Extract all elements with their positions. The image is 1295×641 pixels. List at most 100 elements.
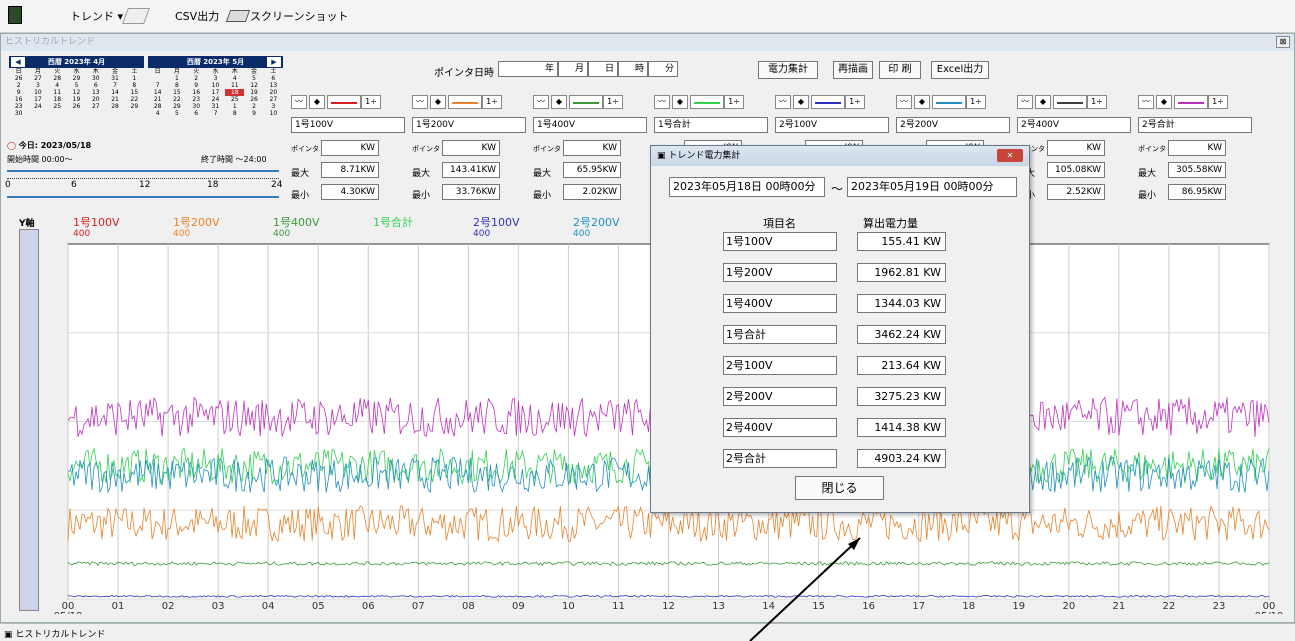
calendar-day[interactable]: 4: [232, 75, 237, 82]
calendar-day[interactable]: [67, 110, 86, 117]
color-pick-icon[interactable]: ◆: [672, 95, 688, 109]
range-start-field[interactable]: 2023年05月18日 00時00分: [669, 177, 825, 197]
item-value-field[interactable]: 1414.38 KW: [857, 418, 946, 437]
calendar-day[interactable]: 26: [14, 75, 23, 82]
item-name-field[interactable]: 2号合計: [723, 449, 837, 468]
calendar-day[interactable]: 30: [14, 110, 23, 117]
line-style-select[interactable]: [690, 95, 724, 109]
taskbar-tab-historical-trend[interactable]: ▣ ヒストリカルトレンド: [4, 630, 106, 640]
calendar-day[interactable]: 10: [211, 82, 220, 89]
calendar-day[interactable]: 4: [155, 110, 160, 117]
calendar-day[interactable]: 5: [74, 82, 79, 89]
calendar-day[interactable]: 15: [130, 89, 139, 96]
line-style-select[interactable]: [569, 95, 603, 109]
pointer-month-field[interactable]: 月: [558, 61, 588, 77]
calendar-day[interactable]: 19: [72, 96, 81, 103]
min-value-field[interactable]: 86.95KW: [1168, 184, 1226, 200]
calendar-day[interactable]: 6: [271, 75, 276, 82]
prev-month-button[interactable]: ◀: [11, 57, 25, 67]
color-pick-icon[interactable]: ◆: [551, 95, 567, 109]
calendar-day[interactable]: 14: [153, 89, 162, 96]
series-name-field[interactable]: 2号100V: [775, 117, 889, 133]
calendar-day[interactable]: 21: [111, 96, 119, 103]
dialog-close-action-button[interactable]: 閉じる: [795, 476, 884, 500]
series-name-field[interactable]: 1号合計: [654, 117, 768, 133]
calendar-april[interactable]: ◀ 西暦 2023年 4月 日月火水木金土 26 27 28 29 30 31 1 2 3 4 5 6 7 8…: [9, 56, 144, 144]
min-value-field[interactable]: 4.30KW: [321, 184, 379, 200]
line-width-stepper[interactable]: 1÷: [966, 95, 986, 109]
line-style-select[interactable]: [811, 95, 845, 109]
max-value-field[interactable]: 105.08KW: [1047, 162, 1105, 178]
line-type-icon[interactable]: 〰: [775, 95, 791, 109]
max-value-field[interactable]: 143.41KW: [442, 162, 500, 178]
item-value-field[interactable]: 1344.03 KW: [857, 294, 946, 313]
series-name-field[interactable]: 2号合計: [1138, 117, 1252, 133]
calendar-day[interactable]: 21: [153, 96, 162, 103]
pointer-value-field[interactable]: KW: [563, 140, 621, 156]
pointer-hour-field[interactable]: 時: [618, 61, 648, 77]
pointer-value-field[interactable]: KW: [1168, 140, 1226, 156]
excel-export-button[interactable]: Excel出力: [931, 61, 989, 79]
calendar-day[interactable]: 27: [269, 96, 278, 103]
calendar-day[interactable]: 12: [72, 89, 81, 96]
min-value-field[interactable]: 33.76KW: [442, 184, 500, 200]
calendar-day[interactable]: 18: [53, 96, 62, 103]
calendar-day[interactable]: 19: [250, 89, 258, 96]
calendar-day[interactable]: 14: [111, 89, 119, 96]
line-type-icon[interactable]: 〰: [1017, 95, 1033, 109]
color-pick-icon[interactable]: ◆: [914, 95, 930, 109]
min-value-field[interactable]: 2.02KW: [563, 184, 621, 200]
color-pick-icon[interactable]: ◆: [1156, 95, 1172, 109]
power-total-button[interactable]: 電力集計: [758, 61, 818, 79]
calendar-day[interactable]: 20: [269, 89, 278, 96]
item-name-field[interactable]: 1号200V: [723, 263, 837, 282]
max-value-field[interactable]: 305.58KW: [1168, 162, 1226, 178]
pointer-value-field[interactable]: KW: [321, 140, 379, 156]
calendar-day[interactable]: 9: [16, 89, 21, 96]
calendar-day[interactable]: 4: [55, 82, 60, 89]
calendar-day[interactable]: 13: [91, 89, 100, 96]
line-type-icon[interactable]: 〰: [291, 95, 307, 109]
today-label[interactable]: ◯ 今日: 2023/05/18: [7, 141, 92, 150]
item-name-field[interactable]: 2号400V: [723, 418, 837, 437]
calendar-day[interactable]: 30: [91, 75, 100, 82]
calendar-day[interactable]: 28: [153, 103, 162, 110]
pointer-value-field[interactable]: KW: [442, 140, 500, 156]
calendar-day[interactable]: 1: [132, 75, 137, 82]
calendar-day[interactable]: 9: [252, 110, 256, 117]
item-name-field[interactable]: 1号400V: [723, 294, 837, 313]
range-end-field[interactable]: 2023年05月19日 00時00分: [847, 177, 1017, 197]
calendar-day[interactable]: 28: [53, 75, 62, 82]
calendar-day[interactable]: 10: [34, 89, 42, 96]
calendar-day[interactable]: 3: [36, 82, 40, 89]
print-button[interactable]: 印 刷: [879, 61, 921, 79]
calendar-day[interactable]: 23: [14, 103, 23, 110]
calendar-grid[interactable]: 日月火水木金土 1 2 3 4 5 6 7 8 9 10 11 12 13 14 15 16 17 18 19 20 21…: [148, 68, 283, 117]
calendar-day[interactable]: 22: [173, 96, 181, 103]
calendar-day[interactable]: 27: [91, 103, 100, 110]
item-value-field[interactable]: 1962.81 KW: [857, 263, 946, 282]
line-style-select[interactable]: [1174, 95, 1208, 109]
calendar-day[interactable]: 20: [91, 96, 100, 103]
calendar-day[interactable]: 17: [34, 96, 42, 103]
y-axis-scroll[interactable]: [19, 229, 39, 611]
item-name-field[interactable]: 2号100V: [723, 356, 837, 375]
calendar-day[interactable]: 25: [230, 96, 239, 103]
color-pick-icon[interactable]: ◆: [309, 95, 325, 109]
item-name-field[interactable]: 1号100V: [723, 232, 837, 251]
calendar-day[interactable]: 29: [130, 103, 139, 110]
line-style-select[interactable]: [1053, 95, 1087, 109]
item-value-field[interactable]: 3462.24 KW: [857, 325, 946, 344]
next-month-button[interactable]: ▶: [267, 57, 281, 67]
calendar-day[interactable]: 15: [173, 89, 181, 96]
line-style-select[interactable]: [932, 95, 966, 109]
window-close-button[interactable]: ⊠: [1276, 36, 1290, 48]
calendar-day[interactable]: 16: [192, 89, 201, 96]
calendar-day[interactable]: 30: [192, 103, 201, 110]
item-value-field[interactable]: 4903.24 KW: [857, 449, 946, 468]
min-value-field[interactable]: 2.52KW: [1047, 184, 1105, 200]
color-pick-icon[interactable]: ◆: [1035, 95, 1051, 109]
screenshot-icon[interactable]: [225, 10, 251, 22]
time-range-slider[interactable]: 0 6 12 18 24: [5, 168, 282, 202]
line-width-stepper[interactable]: 1÷: [1087, 95, 1107, 109]
